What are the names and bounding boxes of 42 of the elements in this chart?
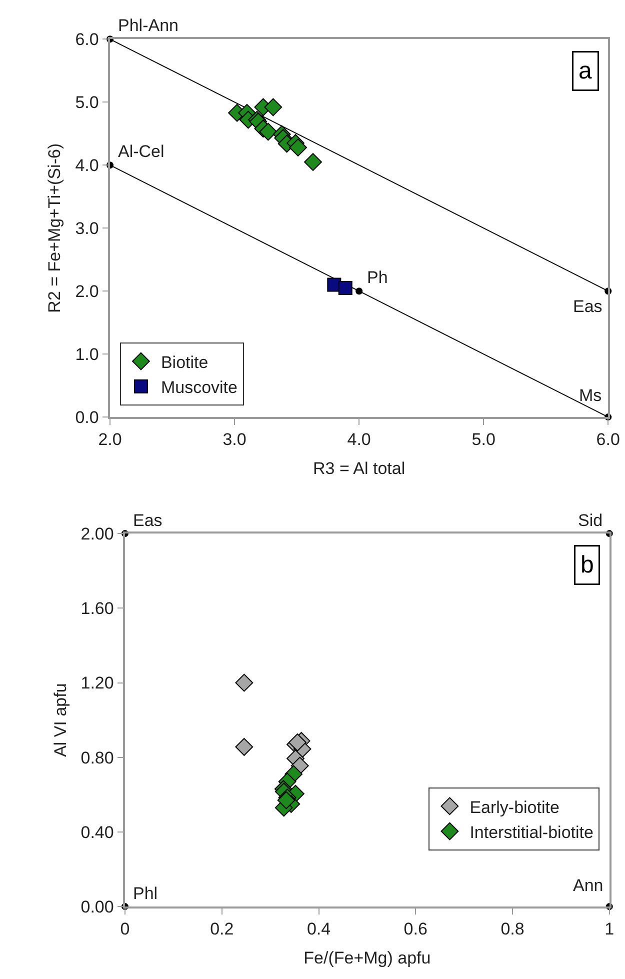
x-axis-title: R3 = Al total — [312, 459, 406, 478]
y-tick-label: 4.0 — [75, 156, 99, 176]
y-tick-label: 6.0 — [75, 30, 99, 50]
y-axis-title: R2 = Fe+Mg+Ti+(Si-6) — [45, 143, 64, 313]
annotation: b — [580, 552, 594, 578]
y-tick-label: 1.60 — [80, 599, 114, 618]
legend-label: Early-biotite — [470, 798, 560, 817]
y-tick-label: 0.0 — [75, 408, 99, 427]
legend-label: Interstitial-biotite — [470, 822, 594, 842]
y-tick-label: 1.0 — [75, 345, 99, 364]
x-tick-label: 1 — [604, 920, 614, 939]
x-tick-label: 4.0 — [347, 430, 371, 450]
annotation: Al-Cel — [118, 142, 164, 161]
y-tick-label: 0.40 — [80, 822, 114, 842]
y-tick-label: 2.00 — [80, 524, 114, 544]
annotation: Ms — [579, 386, 602, 405]
legend-label: Muscovite — [160, 378, 238, 397]
y-tick-label: 5.0 — [75, 93, 99, 112]
annotation: Phl-Ann — [118, 16, 178, 35]
x-tick-label: 6.0 — [596, 430, 620, 450]
annotation: a — [578, 58, 592, 84]
x-tick-label: 5.0 — [472, 430, 496, 450]
annotation: Sid — [578, 511, 603, 530]
x-tick-label: 3.0 — [222, 430, 246, 450]
legend-label: Biotite — [160, 352, 208, 372]
annotation: Eas — [573, 297, 602, 316]
x-tick-label: 0.8 — [500, 920, 524, 939]
y-tick-label: 0.00 — [80, 898, 114, 917]
y-tick-label: 0.80 — [80, 748, 114, 768]
x-tick-label: 0 — [120, 920, 130, 939]
x-tick-label: 0.2 — [210, 920, 234, 939]
annotation: Phl — [133, 884, 158, 903]
y-tick-label: 1.20 — [80, 674, 114, 693]
y-tick-label: 2.0 — [75, 282, 99, 302]
y-axis-title: Al VI apfu — [50, 683, 70, 757]
y-tick-label: 3.0 — [75, 219, 99, 238]
annotation: Ph — [367, 268, 388, 287]
annotation: Eas — [133, 511, 162, 530]
x-tick-label: 0.6 — [404, 920, 428, 939]
annotation: Ann — [573, 876, 604, 895]
x-axis-title: Fe/(Fe+Mg) apfu — [304, 948, 431, 968]
x-tick-label: 0.4 — [306, 920, 331, 939]
